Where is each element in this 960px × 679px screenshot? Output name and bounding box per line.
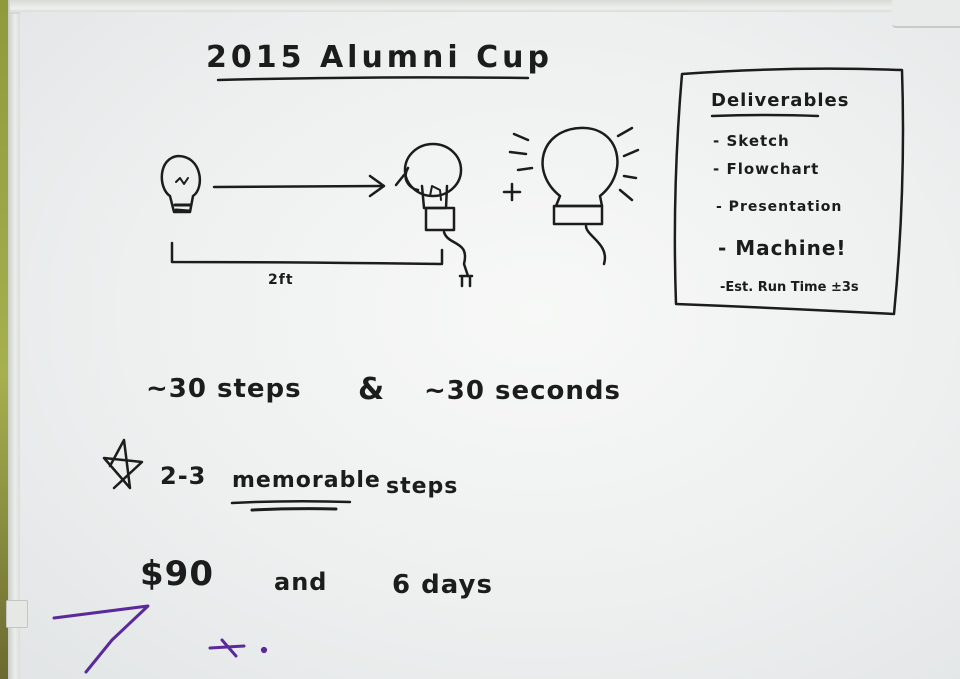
purple-scribble-line <box>52 604 150 674</box>
deliverables-underline <box>710 113 820 118</box>
deliverable-item-presentation: - Presentation <box>716 199 843 215</box>
deliverable-item-sketch: - Sketch <box>713 132 790 150</box>
memorable-underline-1 <box>230 499 352 505</box>
distance-label: 2ft <box>268 272 294 288</box>
note-steps-suffix: steps <box>386 474 459 499</box>
whiteboard-surface <box>20 12 960 679</box>
arrow-right-icon <box>212 184 384 189</box>
deliverable-item-flowchart: - Flowchart <box>713 160 820 178</box>
note-days: 6 days <box>392 570 493 600</box>
note-ampersand: & <box>358 372 386 407</box>
note-steps: ~30 steps <box>146 374 302 404</box>
deliverables-box <box>673 67 905 316</box>
note-seconds: ~30 seconds <box>424 376 621 406</box>
memorable-underline-2 <box>250 507 338 512</box>
title-underline <box>216 76 530 82</box>
frame-corner-clip <box>892 0 960 28</box>
deliverables-heading: Deliverables <box>711 90 850 111</box>
purple-scribble-mark <box>208 638 246 658</box>
note-and: and <box>274 568 328 596</box>
glowing-lightbulb-icon <box>508 126 640 266</box>
distance-bracket <box>170 241 444 266</box>
whiteboard-frame-top <box>10 0 960 14</box>
frame-side-clip <box>6 600 28 628</box>
deliverable-item-runtime: -Est. Run Time ±3s <box>720 280 859 295</box>
note-memorable: memorable <box>232 468 381 493</box>
board-title: 2015 Alumni Cup <box>206 40 553 75</box>
star-icon <box>102 438 144 490</box>
deliverable-item-machine: - Machine! <box>718 236 847 260</box>
bulb-with-switch-icon <box>394 142 474 288</box>
small-lightbulb-icon <box>160 154 202 214</box>
note-prefix: 2-3 <box>160 462 207 490</box>
plus-sign-icon <box>502 182 522 202</box>
note-budget: $90 <box>140 554 214 594</box>
whiteboard-frame-left <box>8 0 22 679</box>
